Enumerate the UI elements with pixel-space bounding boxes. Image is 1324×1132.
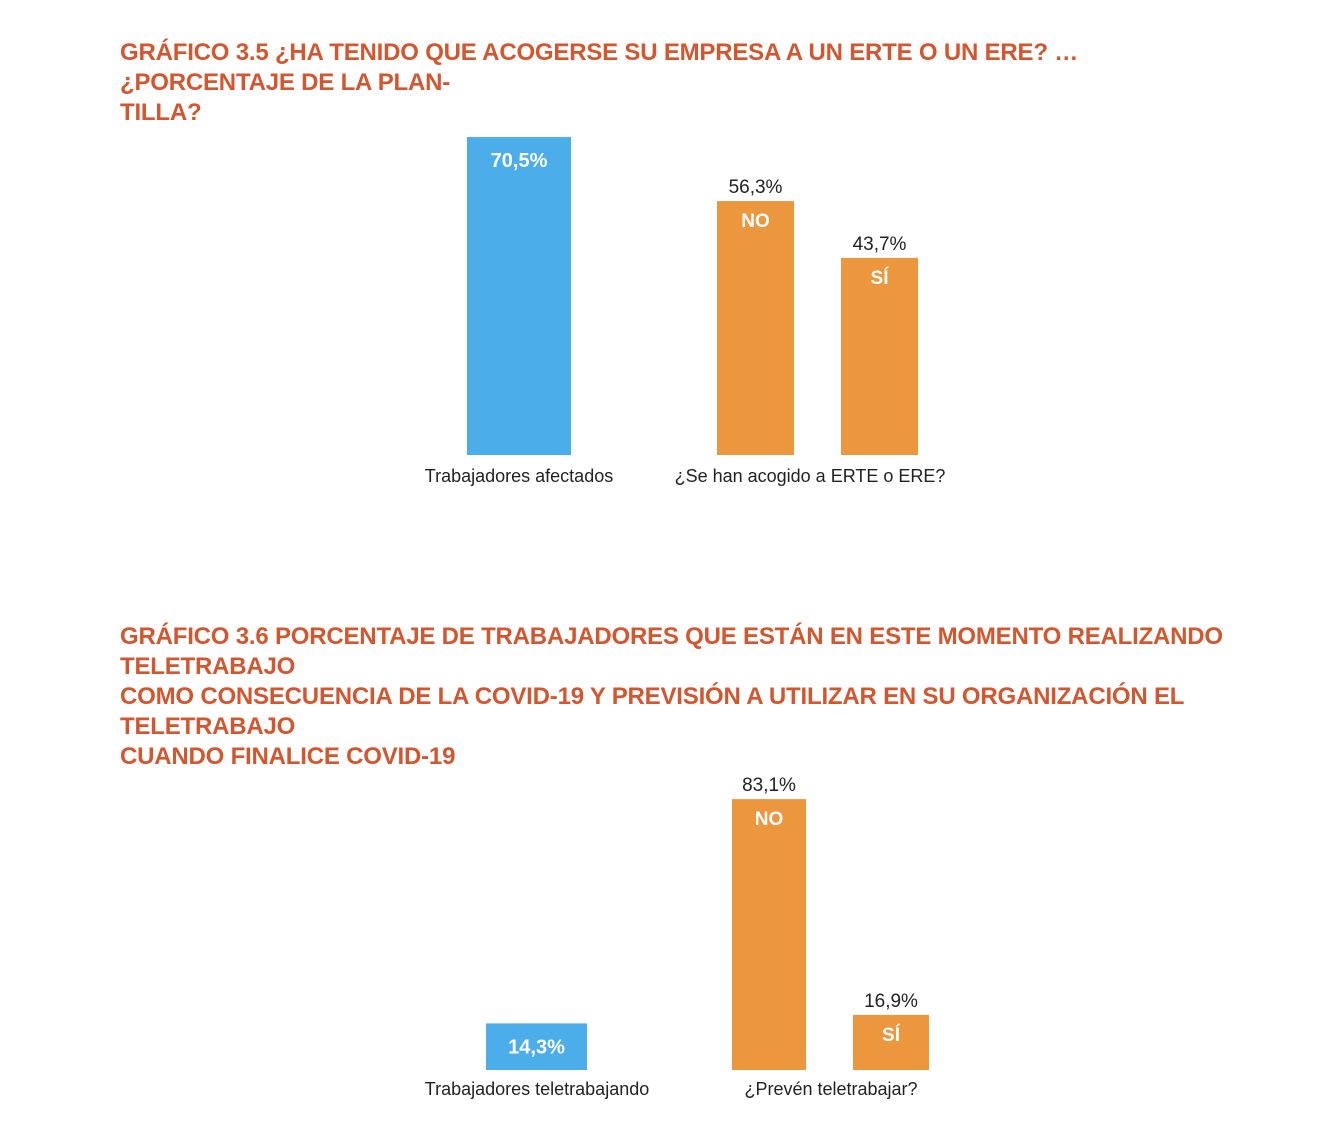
bar-name-label: NO <box>741 211 770 232</box>
category-label: Trabajadores afectados <box>425 466 613 486</box>
chart-1-plot: 70,5% Trabajadores afectados 56,3% NO 43,7% S… <box>425 137 946 486</box>
value-label: 43,7% <box>853 234 907 255</box>
bar-name-label: NO <box>755 809 784 830</box>
chart-2-title: GRÁFICO 3.6 PORCENTAJE DE TRABAJADORES Q… <box>120 623 1223 770</box>
bar-2-2-2 <box>853 1014 929 1070</box>
bar-1-2-1 <box>717 201 794 455</box>
chart-2-plot: 14,3% Trabajadores teletrabajando 83,1% NO 1… <box>425 775 929 1099</box>
value-label: 83,1% <box>742 775 796 796</box>
category-label: ¿Prevén teletrabajar? <box>744 1079 917 1099</box>
value-label: 56,3% <box>729 177 783 198</box>
category-label: Trabajadores teletrabajando <box>425 1079 649 1099</box>
chart-1-title: GRÁFICO 3.5 ¿HA TENIDO QUE ACOGERSE SU E… <box>120 39 1079 126</box>
bar-2-1-1 <box>486 1023 587 1070</box>
value-label: 70,5% <box>491 150 548 172</box>
bar-2-2-1 <box>732 799 806 1070</box>
bar-name-label: SÍ <box>882 1024 901 1046</box>
category-label: ¿Se han acogido a ERTE o ERE? <box>675 466 946 486</box>
bar-1-1-1 <box>467 137 571 456</box>
bar-name-label: SÍ <box>871 267 890 289</box>
value-label: 16,9% <box>864 991 918 1012</box>
bar-1-2-2 <box>841 257 918 455</box>
value-label: 14,3% <box>508 1036 565 1058</box>
